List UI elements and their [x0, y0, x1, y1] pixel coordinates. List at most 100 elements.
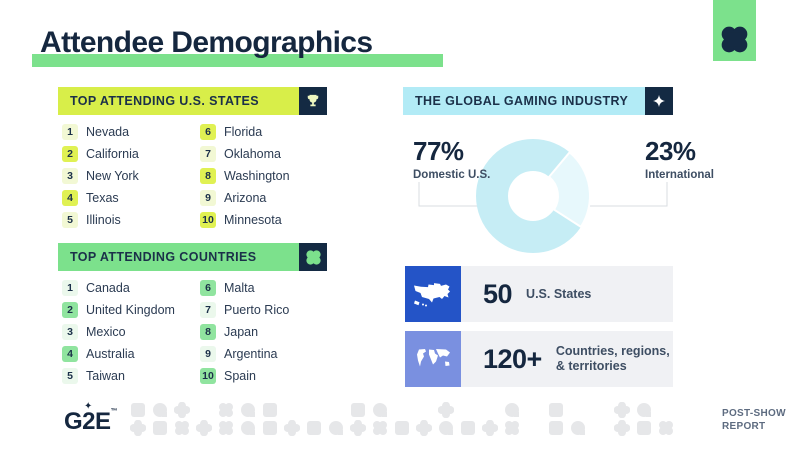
- pattern-shape-icon: [152, 402, 168, 418]
- list-item-label: Oklahoma: [224, 147, 281, 161]
- list-item-label: Taiwan: [86, 369, 125, 383]
- list-item-label: New York: [86, 169, 139, 183]
- pattern-shape-icon: [129, 419, 147, 437]
- pattern-gap: [592, 420, 608, 436]
- rank-badge: 9: [200, 346, 216, 362]
- list-item-label: Arizona: [224, 191, 267, 205]
- list-item: 8 Japan: [200, 321, 289, 343]
- trademark-mark: ™: [110, 408, 118, 415]
- countries-label-line1: Countries, regions,: [555, 344, 670, 358]
- pattern-shape-icon: [349, 419, 367, 437]
- pattern-shape-icon: [218, 402, 234, 418]
- rank-badge: 10: [200, 368, 216, 384]
- pattern-gap: [460, 402, 476, 418]
- us-states-stat-card: 50 U.S. States: [405, 266, 673, 322]
- pattern-gap: [592, 402, 608, 418]
- list-item-label: Florida: [224, 125, 263, 139]
- us-map-icon: [405, 266, 461, 322]
- pattern-gap: [482, 402, 498, 418]
- rank-badge: 5: [62, 368, 78, 384]
- trophy-icon: [299, 87, 327, 115]
- pattern-gap: [284, 402, 300, 418]
- list-item-label: Spain: [224, 369, 256, 383]
- pattern-gap: [570, 402, 586, 418]
- title-highlight-bar: [32, 54, 443, 67]
- countries-count: 120+: [483, 343, 542, 374]
- pattern-gap: [328, 402, 344, 418]
- pattern-shape-icon: [152, 420, 168, 436]
- pattern-shape-icon: [306, 420, 322, 436]
- list-item-label: Washington: [224, 169, 290, 183]
- pattern-shape-icon: [548, 420, 564, 436]
- rank-list-column: 1 Canada 2 United Kingdom 3 Mexico 4 Australia 5…: [62, 277, 175, 387]
- pattern-shape-icon: [570, 420, 586, 436]
- industry-section-header: THE GLOBAL GAMING INDUSTRY: [403, 87, 673, 115]
- pattern-shape-icon: [372, 420, 388, 436]
- domestic-label: Domestic U.S.: [413, 169, 491, 181]
- pattern-shape-icon: [262, 420, 278, 436]
- countries-header-label: TOP ATTENDING COUNTRIES: [70, 250, 257, 264]
- rank-badge: 4: [62, 190, 78, 206]
- countries-section-header: TOP ATTENDING COUNTRIES: [58, 243, 327, 271]
- pattern-shape-icon: [394, 420, 410, 436]
- logo-text: G2E: [64, 408, 111, 435]
- rank-badge: 3: [62, 168, 78, 184]
- pattern-shape-icon: [173, 401, 191, 419]
- list-item-label: Canada: [86, 281, 130, 295]
- pattern-shape-icon: [262, 402, 278, 418]
- list-item: 1 Canada: [62, 277, 175, 299]
- list-item: 9 Arizona: [200, 187, 290, 209]
- rank-badge: 10: [200, 212, 216, 228]
- list-item: 7 Puerto Rico: [200, 299, 289, 321]
- list-item-label: Nevada: [86, 125, 130, 139]
- list-item-label: Malta: [224, 281, 255, 295]
- report-label: POST-SHOW REPORT: [722, 407, 786, 433]
- list-item: 10 Minnesota: [200, 209, 290, 231]
- pattern-shape-icon: [372, 402, 388, 418]
- rank-badge: 2: [62, 146, 78, 162]
- list-item: 3 Mexico: [62, 321, 175, 343]
- countries-label: Countries, regions, & territories: [556, 344, 670, 374]
- rank-badge: 3: [62, 324, 78, 340]
- list-item-label: California: [86, 147, 139, 161]
- pattern-shape-icon: [174, 420, 190, 436]
- domestic-percentage: 77%: [413, 136, 464, 166]
- pattern-shape-icon: [130, 402, 146, 418]
- list-item: 4 Texas: [62, 187, 139, 209]
- donut-chart: [476, 139, 591, 253]
- rank-badge: 9: [200, 190, 216, 206]
- rank-badge: 6: [200, 280, 216, 296]
- pattern-row: [130, 401, 696, 419]
- list-item: 10 Spain: [200, 365, 289, 387]
- pattern-gap: [416, 402, 432, 418]
- list-item-label: Argentina: [224, 347, 278, 361]
- list-item: 8 Washington: [200, 165, 290, 187]
- states-header-label: TOP ATTENDING U.S. STATES: [70, 94, 259, 108]
- rank-badge: 8: [200, 324, 216, 340]
- clover-icon: [299, 243, 327, 271]
- rank-badge: 6: [200, 124, 216, 140]
- list-item: 1 Nevada: [62, 121, 139, 143]
- industry-header-label: THE GLOBAL GAMING INDUSTRY: [415, 94, 629, 108]
- pattern-shape-icon: [283, 419, 301, 437]
- g2e-logo: ✦ G2E™: [64, 401, 118, 436]
- pattern-shape-icon: [438, 420, 454, 436]
- pattern-shape-icon: [504, 402, 520, 418]
- pattern-gap: [526, 420, 542, 436]
- countries-label-line2: & territories: [555, 359, 627, 373]
- rank-badge: 7: [200, 146, 216, 162]
- pattern-shape-icon: [437, 401, 455, 419]
- rank-badge: 5: [62, 212, 78, 228]
- pattern-gap: [658, 402, 674, 418]
- pattern-gap: [526, 402, 542, 418]
- pattern-shape-icon: [548, 402, 564, 418]
- list-item: 9 Argentina: [200, 343, 289, 365]
- rank-badge: 1: [62, 124, 78, 140]
- list-item: 5 Taiwan: [62, 365, 175, 387]
- logo-sparkle-icon: ✦: [84, 401, 93, 412]
- rank-badge: 7: [200, 302, 216, 318]
- us-states-label: U.S. States: [526, 286, 592, 301]
- pattern-gap: [394, 402, 410, 418]
- us-states-count: 50: [483, 278, 513, 309]
